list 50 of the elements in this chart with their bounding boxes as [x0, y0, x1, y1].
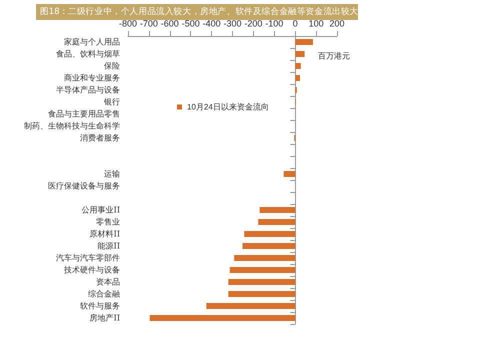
y-tick-label: 技术硬件与设备: [63, 266, 120, 274]
y-tick-label: 制药、生物科技与生命科学: [24, 122, 120, 130]
bar: [284, 171, 296, 177]
y-tick-label: 食品与主要用品零售: [48, 110, 120, 118]
x-tick-label: -700: [140, 18, 158, 28]
y-tick-label: 医疗保健设备与服务: [48, 182, 120, 190]
x-tick-label: 100: [308, 18, 324, 28]
y-tick-label: 能源II: [98, 242, 120, 250]
chart-title: 图18：二级行业中，个人用品流入较大，房地产、软件及综合金融等资金流出较大: [36, 4, 359, 20]
bar: [206, 303, 296, 309]
bar: [150, 315, 296, 321]
bar: [242, 243, 296, 249]
bar: [230, 267, 296, 273]
x-tick-label: -400: [202, 18, 221, 28]
bar: [295, 63, 301, 69]
y-tick-label: 半导体产品与设备: [56, 86, 120, 94]
y-tick-label: 原材料II: [90, 230, 120, 238]
bar: [228, 279, 296, 285]
x-tick-label: -600: [160, 18, 179, 28]
y-tick-label: 软件与服务: [80, 302, 120, 310]
bar: [258, 219, 296, 225]
legend-label: 10月24日以来资金流向: [187, 102, 269, 112]
y-tick-label: 资本品: [96, 278, 120, 286]
x-tick-label: -300: [223, 18, 242, 28]
y-tick-label: 综合金融: [88, 290, 120, 298]
bar: [260, 207, 296, 213]
x-tick-label: 200: [329, 18, 345, 28]
bar: [244, 231, 296, 237]
x-tick-label: -800: [118, 18, 138, 28]
y-tick-label: 家庭与个人用品: [64, 38, 120, 46]
y-tick-label: 消费者服务: [80, 134, 120, 142]
y-tick-label: 零售业: [96, 218, 120, 226]
y-tick-label: 汽车与汽车零部件: [56, 254, 120, 262]
bar: [295, 75, 300, 81]
y-tick-label: 商业和专业服务: [64, 74, 120, 82]
x-tick-label: -200: [244, 18, 262, 28]
y-tick-label: 保险: [104, 62, 120, 70]
y-tick-label: 公用事业II: [82, 206, 120, 214]
x-tick-label: 0: [292, 18, 298, 28]
x-tick-label: -100: [265, 18, 284, 28]
y-tick-label: 银行: [103, 98, 120, 106]
bar: [234, 255, 296, 261]
x-tick-label: -500: [182, 18, 200, 28]
bar: [295, 51, 305, 57]
y-tick-label: 房地产II: [90, 314, 120, 322]
annotation: 百万港元: [318, 52, 350, 60]
bar: [295, 39, 313, 45]
y-tick-label: 运输: [104, 170, 120, 178]
bar: [228, 291, 296, 297]
y-tick-label: 食品、饮料与烟草: [56, 50, 120, 58]
